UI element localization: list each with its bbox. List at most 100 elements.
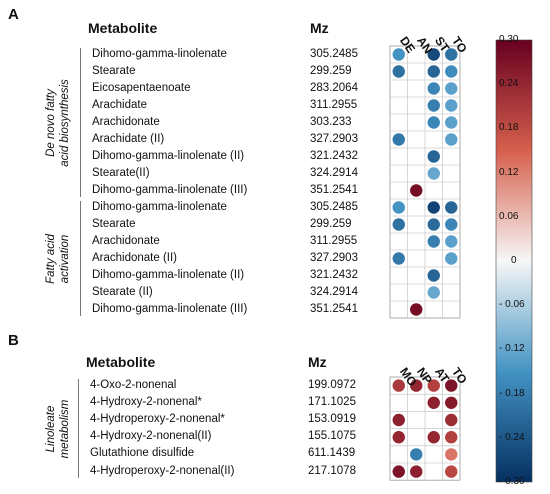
metabolite-name: Arachidate <box>92 98 147 111</box>
mz-value: 305.2485 <box>310 200 358 213</box>
mz-value: 327.2903 <box>310 251 358 264</box>
group-bracket <box>80 201 81 316</box>
group-label: De novo fatty acid biosynthesis <box>44 79 72 167</box>
metabolite-name: Glutathione disulfide <box>90 447 195 460</box>
mz-header: Mz <box>308 354 327 370</box>
heatmap-dot <box>427 99 440 112</box>
colorbar-tick: - 0.12 <box>499 343 525 355</box>
group-label-line: De novo fatty <box>45 88 57 157</box>
heatmap-dot <box>445 65 458 78</box>
mz-value: 351.2541 <box>310 302 358 315</box>
heatmap-dot <box>427 379 440 392</box>
colorbar <box>495 39 533 483</box>
heatmap-dot <box>445 396 458 409</box>
mz-value: 171.1025 <box>308 395 356 408</box>
group-bracket <box>78 379 79 479</box>
heatmap-dot <box>427 167 440 180</box>
metabolite-name: Dihomo-gamma-linolenate <box>92 47 227 60</box>
metabolite-name: Stearate <box>92 217 136 230</box>
metabolite-name: Dihomo-gamma-linolenate (II) <box>92 149 245 162</box>
heatmap-dot <box>392 201 405 214</box>
metabolite-name: Stearate <box>92 64 136 77</box>
heatmap-dot <box>427 82 440 95</box>
group-label: Linoleate metabolism <box>44 399 72 458</box>
mz-value: 199.0972 <box>308 378 356 391</box>
heatmap-dot <box>392 379 405 392</box>
heatmap-dot <box>445 413 458 427</box>
mz-value: 153.0919 <box>308 412 356 425</box>
heatmap-dot <box>410 465 423 478</box>
heatmap-dot <box>427 235 440 248</box>
metabolite-name: Eicosapentaenoate <box>92 81 191 94</box>
heatmap-dot <box>445 252 458 265</box>
metabolite-name: Arachidonate <box>92 115 160 128</box>
heatmap-dot <box>392 431 405 444</box>
metabolite-name: Arachidonate <box>92 234 160 247</box>
heatmap-dot <box>445 116 458 129</box>
mz-value: 303.233 <box>310 115 352 128</box>
mz-value: 351.2541 <box>310 183 358 196</box>
mz-value: 299.259 <box>310 217 352 230</box>
heatmap-dot <box>445 235 458 248</box>
heatmap-dot <box>445 133 458 146</box>
group-label-line: activation <box>59 234 71 283</box>
heatmap-dot <box>445 431 458 444</box>
heatmap-dot <box>392 48 405 61</box>
colorbar-tick: - 0.18 <box>499 387 525 399</box>
mz-value: 611.1439 <box>308 447 356 460</box>
heatmap-dot <box>410 379 423 392</box>
heatmap-dot <box>410 303 423 316</box>
mz-value: 217.1078 <box>308 464 356 477</box>
mz-value: 324.2914 <box>310 166 358 179</box>
colorbar-tick: 0.30 <box>499 34 519 45</box>
heatmap-dot <box>445 465 458 478</box>
mz-value: 321.2432 <box>310 268 358 281</box>
colorbar-tick: 0 <box>511 255 517 266</box>
metabolite-name: 4-Hydroxy-2-nonenal(II) <box>90 430 212 443</box>
heatmap-dot <box>427 116 440 129</box>
mz-value: 327.2903 <box>310 132 358 145</box>
group-label-line: metabolism <box>59 399 71 458</box>
group-label: Fatty acid activation <box>44 234 72 284</box>
mz-value: 324.2914 <box>310 285 358 298</box>
heatmap-dot <box>410 448 423 461</box>
metabolite-header: Metabolite <box>88 20 158 36</box>
heatmap-dot <box>392 218 405 231</box>
heatmap-dot <box>445 99 458 112</box>
mz-value: 311.2955 <box>310 234 358 247</box>
metabolite-name: Stearate (II) <box>92 285 153 298</box>
group-label-line: Fatty acid <box>45 233 57 284</box>
metabolite-header: Metabolite <box>86 354 156 370</box>
panel-letter: B <box>8 332 19 349</box>
heatmap-dot <box>410 184 423 197</box>
heatmap-dot <box>445 218 458 231</box>
metabolite-name: Arachidate (II) <box>92 132 165 145</box>
heatmap-dot <box>427 150 440 163</box>
heatmap-dot <box>445 48 458 61</box>
heatmap-dot <box>427 218 440 231</box>
group-label-line: acid biosynthesis <box>59 78 71 167</box>
heatmap-dot <box>427 431 440 444</box>
heatmap-dot <box>392 65 405 78</box>
heatmap-dot <box>392 465 405 478</box>
metabolite-name: 4-Hydroperoxy-2-nonenal* <box>90 412 225 425</box>
heatmap-dot <box>427 396 440 409</box>
colorbar-tick: 0.12 <box>499 166 519 178</box>
heatmap-dot <box>427 48 440 61</box>
metabolite-name: 4-Oxo-2-nonenal <box>90 378 177 391</box>
colorbar-tick: 0.06 <box>499 210 519 222</box>
colorbar-tick: 0.18 <box>499 122 519 134</box>
mz-value: 305.2485 <box>310 47 358 60</box>
heatmap-dot <box>392 413 405 427</box>
heatmap-dot <box>445 82 458 95</box>
colorbar-tick: 0.24 <box>499 78 519 90</box>
heatmap-dot <box>445 201 458 214</box>
heatmap-dot <box>392 252 405 265</box>
heatmap-dot <box>427 286 440 299</box>
panel-letter: A <box>8 6 19 23</box>
heatmap-dot <box>392 133 405 146</box>
metabolite-name: Arachidonate (II) <box>92 251 178 264</box>
group-bracket <box>80 48 81 197</box>
metabolite-name: Stearate(II) <box>92 166 150 179</box>
